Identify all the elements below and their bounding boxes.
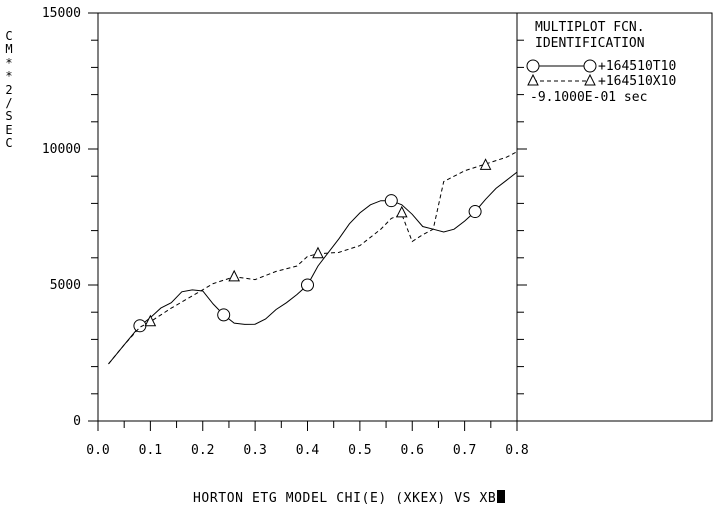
legend-circle-marker: [583, 59, 597, 73]
y-axis-label-char: *: [5, 69, 13, 84]
x-tick-label: 0.6: [401, 443, 424, 458]
y-axis-label-char: E: [5, 122, 13, 137]
y-axis: 0 5000 10000 15000: [42, 6, 527, 429]
y-axis-label-char: /: [5, 96, 13, 111]
triangle-marker: [479, 158, 492, 170]
legend-triangle-marker: [584, 73, 596, 86]
x-axis-label: HORTON ETG MODEL CHI(E) (XKEX) VS XB: [193, 490, 506, 506]
y-axis-label: C M * * 2/S E C: [3, 29, 15, 151]
x-tick-label: 0.2: [191, 443, 214, 458]
triangle-marker: [144, 314, 157, 327]
circle-marker: [301, 278, 314, 292]
y-tick-label: 5000: [50, 278, 81, 293]
y-tick-label: 15000: [42, 6, 81, 21]
legend-note: -9.1000E-01 sec: [530, 90, 647, 105]
y-axis-label-char: S: [5, 109, 13, 124]
x-tick-label: 0.7: [453, 443, 476, 458]
x-tick-label: 0.8: [505, 443, 528, 458]
legend: MULTIPLOT FCN.IDENTIFICATION +164510T10+1…: [526, 20, 676, 105]
status-line: HORTON ETG MODEL CHI(E) (XKEX) VS XB: [0, 490, 720, 508]
y-axis-label-char: C: [5, 136, 13, 151]
legend-title: IDENTIFICATION: [535, 36, 645, 51]
legend-box-border: [516, 12, 713, 422]
text-cursor-block: [497, 490, 506, 503]
series-layer: [108, 151, 518, 365]
series-line-2: [108, 151, 518, 365]
circle-marker: [468, 205, 482, 219]
plot-area-border: [97, 12, 518, 422]
legend-triangle-marker: [527, 73, 539, 86]
y-axis-label-char: M: [5, 42, 13, 57]
legend-title: MULTIPLOT FCN.: [535, 20, 645, 35]
x-tick-label: 0.5: [348, 443, 371, 458]
legend-series-label: +164510X10: [598, 74, 676, 89]
x-tick-label: 0.0: [86, 443, 109, 458]
y-axis-label-char: C: [5, 29, 13, 43]
legend-circle-marker: [526, 59, 540, 73]
triangle-marker: [228, 269, 240, 282]
circle-marker: [133, 319, 147, 333]
x-tick-label: 0.1: [139, 443, 162, 458]
x-tick-label: 0.4: [296, 443, 320, 458]
y-tick-label: 10000: [42, 142, 81, 157]
legend-series-label: +164510T10: [598, 59, 676, 74]
circle-marker: [384, 194, 398, 208]
y-axis-label-char: *: [5, 55, 13, 70]
y-tick-label: 0: [73, 414, 81, 429]
x-tick-label: 0.3: [243, 443, 266, 458]
x-axis: 0.0 0.1 0.2 0.3 0.4 0.5 0.6 0.7 0.8: [86, 421, 529, 458]
triangle-marker: [395, 205, 408, 218]
y-axis-label-char: 2: [5, 82, 13, 97]
series-line-1: [108, 171, 518, 365]
triangle-marker: [312, 246, 324, 259]
circle-marker: [217, 308, 231, 322]
